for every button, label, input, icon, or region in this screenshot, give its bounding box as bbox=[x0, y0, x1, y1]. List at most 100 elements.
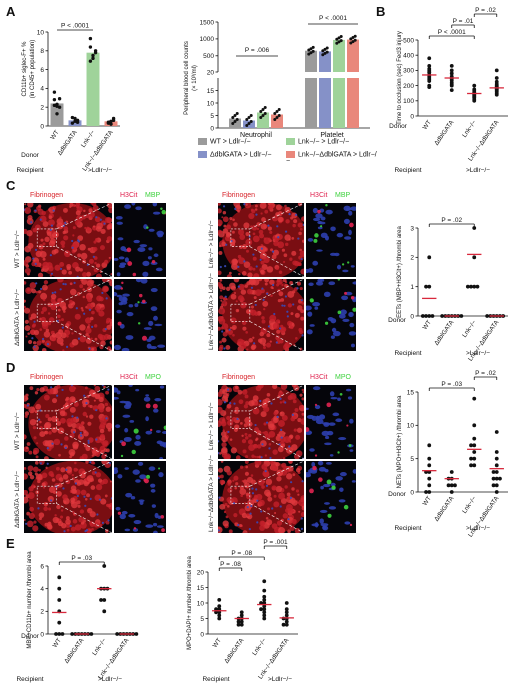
fibrin-speckle bbox=[267, 226, 272, 231]
fibrin-speckle bbox=[265, 478, 273, 486]
zoom-box bbox=[230, 485, 251, 504]
nucleus bbox=[308, 282, 314, 286]
y-tick-label: 0 bbox=[200, 631, 204, 638]
nucleus bbox=[279, 397, 282, 400]
nucleus bbox=[135, 279, 142, 283]
bar-lower bbox=[333, 78, 345, 128]
fibrin-speckle bbox=[71, 422, 77, 429]
fibrin-speckle bbox=[42, 298, 46, 302]
row-label-wt: WT > Ldlr−/− bbox=[14, 230, 21, 268]
data-point bbox=[88, 45, 93, 49]
data-point bbox=[311, 45, 315, 49]
fibrin-speckle bbox=[250, 309, 257, 316]
nucleus bbox=[320, 279, 325, 282]
nucleus bbox=[105, 417, 108, 420]
data-point bbox=[427, 490, 432, 494]
y-tick-label: 4 bbox=[40, 586, 44, 593]
nucleus bbox=[153, 530, 158, 533]
data-point bbox=[109, 119, 113, 124]
fibrin-speckle bbox=[34, 461, 39, 465]
fibrin-speckle bbox=[258, 455, 262, 459]
fibrin-speckle bbox=[232, 333, 235, 337]
fibrin-speckle bbox=[24, 496, 29, 504]
fibrin-speckle bbox=[234, 291, 237, 294]
marker-signal bbox=[127, 261, 133, 266]
nucleus bbox=[311, 415, 318, 421]
fibrin-speckle bbox=[47, 321, 52, 326]
data-point bbox=[449, 71, 454, 76]
data-point bbox=[427, 63, 432, 68]
fibrin-speckle bbox=[86, 303, 94, 310]
nucleus bbox=[65, 468, 68, 471]
nucleus bbox=[316, 249, 323, 252]
data-point bbox=[284, 613, 289, 618]
fibrin-speckle bbox=[241, 512, 248, 519]
nucleus bbox=[301, 480, 304, 483]
nucleus bbox=[83, 394, 86, 397]
data-point bbox=[284, 610, 289, 615]
nucleus bbox=[323, 483, 331, 488]
fibrin-speckle bbox=[40, 316, 47, 323]
nucleus bbox=[71, 239, 74, 243]
fibrin-speckle bbox=[289, 325, 294, 330]
fibrin-speckle bbox=[289, 525, 295, 531]
fibrin-speckle bbox=[85, 327, 92, 334]
donor-label: Donor bbox=[21, 633, 40, 640]
nucleus bbox=[218, 440, 220, 443]
x-tick-label: Lnk−/− bbox=[251, 637, 268, 657]
marker-signal bbox=[327, 513, 332, 518]
fibrin-speckle bbox=[246, 513, 250, 517]
fibrin-speckle bbox=[97, 478, 103, 483]
fibrin-speckle bbox=[250, 305, 254, 309]
fibrin-speckle bbox=[31, 324, 36, 328]
fibrin-speckle bbox=[227, 419, 234, 426]
fibrin-speckle bbox=[218, 326, 221, 331]
fibrin-speckle bbox=[46, 231, 52, 237]
nucleus bbox=[65, 345, 69, 348]
nucleus bbox=[157, 344, 166, 348]
fibrin-speckle bbox=[290, 216, 294, 220]
nucleus bbox=[300, 299, 303, 302]
fibrin-speckle bbox=[33, 329, 40, 336]
fibrin-speckle bbox=[64, 250, 71, 258]
fibrin-speckle bbox=[48, 219, 55, 227]
fibrin-speckle bbox=[245, 309, 251, 314]
nucleus bbox=[114, 285, 123, 290]
fibrin-speckle bbox=[227, 329, 234, 335]
data-point bbox=[273, 118, 277, 121]
fibrin-speckle bbox=[44, 522, 49, 527]
fibrin-speckle bbox=[25, 446, 29, 450]
fibrin-speckle bbox=[260, 212, 263, 215]
fibrin-speckle bbox=[32, 341, 37, 345]
nucleus bbox=[158, 472, 164, 478]
fibrin-speckle bbox=[282, 279, 287, 283]
nucleus bbox=[348, 229, 352, 236]
fibrin-speckle bbox=[269, 340, 272, 343]
nucleus bbox=[125, 335, 134, 340]
fibrin-speckle bbox=[275, 335, 281, 341]
data-point bbox=[281, 622, 286, 627]
data-point bbox=[353, 38, 357, 42]
nucleus bbox=[309, 324, 315, 327]
nucleus bbox=[154, 512, 159, 519]
nucleus bbox=[145, 524, 154, 528]
fibrin-speckle bbox=[69, 282, 73, 286]
fibrin-speckle bbox=[27, 203, 34, 208]
nucleus bbox=[121, 510, 128, 515]
data-point bbox=[284, 622, 289, 627]
micrograph bbox=[24, 461, 112, 533]
fibrin-speckle bbox=[47, 495, 54, 503]
fibrin-speckle bbox=[57, 279, 64, 283]
y-axis-label: EETs (MBP+H3Cit+) /thrombi area bbox=[397, 225, 403, 317]
data-point bbox=[106, 120, 111, 124]
y-axis-label: (in CD45+ population) bbox=[30, 40, 36, 99]
zoom-box bbox=[230, 410, 251, 429]
nucleus bbox=[311, 523, 320, 527]
data-point bbox=[102, 564, 107, 568]
nucleus bbox=[319, 518, 324, 524]
p-value-label: P = .08 bbox=[231, 550, 252, 557]
data-point bbox=[321, 49, 325, 53]
nucleus bbox=[26, 404, 29, 407]
nucleus bbox=[286, 315, 289, 318]
fibrin-speckle bbox=[252, 336, 255, 339]
